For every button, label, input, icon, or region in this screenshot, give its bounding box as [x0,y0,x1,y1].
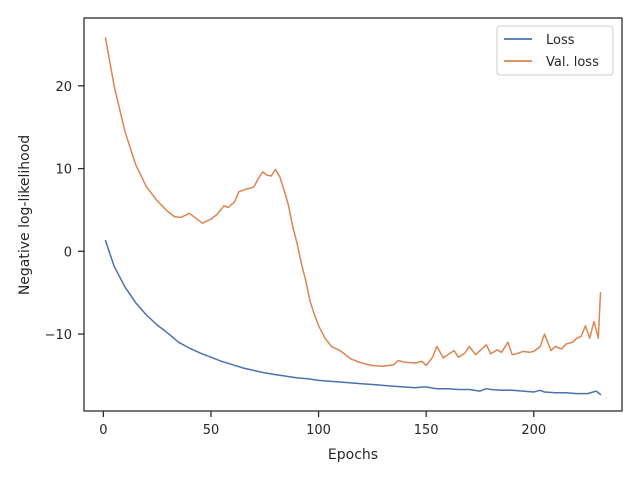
series-line-val-loss [104,37,602,368]
legend-label-val-loss: Val. loss [546,55,599,70]
y-axis-ticks: −10 0 10 20 [45,80,84,343]
series-line-loss [104,239,602,396]
y-axis-label: Negative log-likelihood [17,135,33,295]
x-tick-label: 100 [306,423,331,438]
x-tick-label: 50 [203,423,220,438]
plot-frame [83,17,623,412]
x-tick-label: 150 [414,423,439,438]
y-tick-label: 0 [64,245,72,260]
legend: Loss Val. loss [496,25,614,76]
y-tick-label: −10 [45,328,72,343]
y-tick-label: 20 [55,80,72,95]
plot-lines [104,37,602,396]
x-axis-label: Epochs [328,447,378,463]
x-tick-label: 200 [521,423,546,438]
y-tick-label: 10 [55,163,72,178]
x-tick-label: 0 [99,423,107,438]
x-axis-ticks: 0 50 100 150 200 [99,411,546,438]
legend-label-loss: Loss [546,33,575,48]
